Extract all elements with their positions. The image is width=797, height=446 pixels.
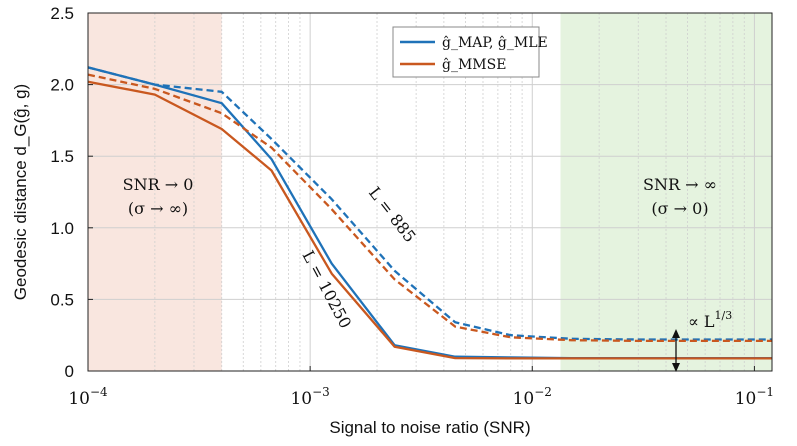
x-axis-label: Signal to noise ratio (SNR) bbox=[329, 418, 530, 437]
x-tick-label: 10−4 bbox=[68, 385, 108, 409]
x-ticks: 10−4 10−3 10−2 10−1 bbox=[68, 366, 774, 409]
high-snr-label-line1: SNR → ∞ bbox=[643, 175, 717, 194]
scaling-label: ∝ L1/3 bbox=[688, 309, 732, 331]
legend-box bbox=[392, 26, 540, 78]
scaling-arrow-head-down bbox=[672, 363, 680, 372]
y-tick-label: 2.5 bbox=[50, 4, 74, 23]
y-axis-label: Geodesic distance d_G(ĝ, g) bbox=[11, 84, 30, 300]
y-tick-label: 1.5 bbox=[50, 147, 74, 166]
high-snr-region bbox=[560, 13, 772, 371]
low-snr-label-line2: (σ → ∞) bbox=[128, 199, 188, 218]
scaling-arrow-head-up bbox=[672, 329, 680, 338]
grid bbox=[87, 13, 772, 371]
series-line-2 bbox=[87, 80, 772, 360]
plot-frame bbox=[87, 12, 773, 372]
series-lines bbox=[87, 66, 772, 360]
high-snr-label-line2: (σ → 0) bbox=[651, 199, 708, 218]
series-line-1 bbox=[87, 66, 772, 341]
x-tick-label: 10−3 bbox=[290, 385, 329, 409]
y-tick-label: 1.0 bbox=[50, 219, 74, 238]
x-tick-label: 10−1 bbox=[735, 385, 774, 409]
curve-label-885: L = 885 bbox=[365, 183, 420, 246]
scaling-label-exp: 1/3 bbox=[715, 309, 733, 322]
legend-label-mmse: ĝ_MMSE bbox=[442, 56, 506, 73]
y-ticks: 0 0.5 1.0 1.5 2.0 2.5 bbox=[50, 4, 93, 381]
y-tick-label: 0 bbox=[65, 362, 74, 381]
series-line-3 bbox=[87, 73, 772, 343]
scaling-label-base: ∝ L bbox=[688, 312, 715, 331]
x-tick-label: 10−2 bbox=[513, 385, 552, 409]
background-regions bbox=[88, 13, 772, 371]
legend-label-map-mle: ĝ_MAP, ĝ_MLE bbox=[442, 34, 548, 51]
y-tick-label: 0.5 bbox=[50, 290, 74, 309]
low-snr-label-line1: SNR → 0 bbox=[123, 175, 194, 194]
y-tick-label: 2.0 bbox=[50, 76, 74, 95]
